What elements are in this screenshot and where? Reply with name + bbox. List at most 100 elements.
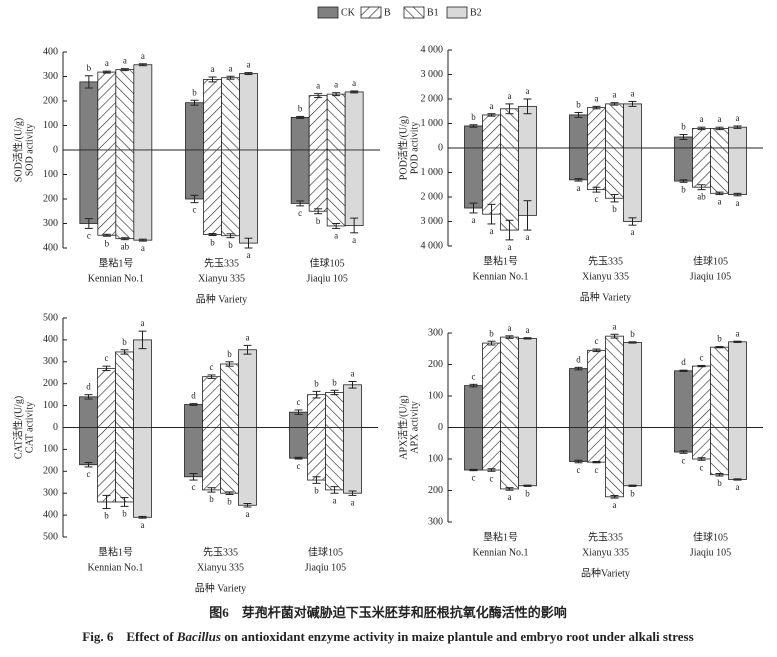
legend-swatch bbox=[403, 6, 425, 19]
error-bar bbox=[487, 113, 496, 117]
bar bbox=[587, 147, 606, 191]
significance-letter: c bbox=[297, 397, 301, 407]
error-bar bbox=[628, 341, 637, 344]
y-axis-label: POD activity bbox=[409, 122, 420, 175]
significance-letter: a bbox=[508, 242, 512, 252]
bar bbox=[238, 427, 257, 506]
significance-letter: a bbox=[736, 482, 740, 492]
error-bar bbox=[189, 472, 198, 481]
error-bar bbox=[487, 203, 496, 225]
bar bbox=[692, 127, 711, 149]
error-bar bbox=[574, 459, 583, 464]
x-tick-label: Xianyu 335 bbox=[582, 547, 629, 558]
bar bbox=[692, 427, 711, 460]
bar bbox=[587, 349, 606, 428]
error-bar bbox=[348, 490, 357, 496]
error-bar bbox=[715, 126, 724, 131]
x-tick-label: 垦粘1号 bbox=[98, 545, 133, 558]
error-bar bbox=[296, 115, 305, 119]
bar bbox=[115, 427, 134, 503]
x-axis-label: 品种 Variety bbox=[195, 581, 246, 594]
bar bbox=[220, 427, 239, 494]
error-bar bbox=[190, 99, 199, 106]
bar bbox=[464, 385, 483, 428]
significance-letter: b bbox=[681, 122, 686, 132]
bar bbox=[464, 427, 483, 471]
error-bar bbox=[469, 202, 478, 214]
error-bar bbox=[610, 333, 619, 339]
error-bar bbox=[523, 484, 532, 487]
bar bbox=[97, 71, 117, 151]
x-axis-label: 品种 Variety bbox=[580, 290, 631, 303]
bar bbox=[115, 69, 135, 151]
significance-letter: a bbox=[508, 323, 512, 333]
significance-letter: ab bbox=[121, 242, 130, 252]
bar bbox=[344, 149, 364, 226]
bar bbox=[307, 394, 326, 428]
error-bar bbox=[574, 178, 583, 182]
y-tick-label: 0 bbox=[53, 144, 58, 155]
significance-letter: a bbox=[595, 93, 599, 103]
legend-label: B2 bbox=[470, 7, 482, 18]
bar bbox=[290, 149, 310, 204]
y-tick-label: 2 000 bbox=[421, 93, 444, 104]
y-tick-label: 300 bbox=[43, 218, 58, 229]
error-bar bbox=[138, 63, 147, 67]
significance-letter: d bbox=[576, 354, 581, 364]
significance-letter: c bbox=[595, 465, 599, 475]
bar bbox=[221, 77, 240, 151]
significance-letter: a bbox=[141, 243, 145, 253]
error-bar bbox=[102, 494, 111, 510]
error-bar bbox=[628, 100, 637, 107]
significance-letter: c bbox=[210, 362, 214, 372]
x-axis-label: 品种Variety bbox=[581, 566, 630, 579]
y-tick-label: 300 bbox=[43, 487, 58, 498]
significance-letter: a bbox=[123, 56, 127, 66]
bar bbox=[97, 149, 117, 236]
error-bar bbox=[330, 389, 339, 396]
significance-letter: b bbox=[227, 497, 232, 507]
error-bar bbox=[138, 330, 147, 350]
x-tick-label: Kennian No.1 bbox=[472, 547, 528, 558]
error-bar bbox=[84, 394, 93, 400]
significance-letter: a bbox=[526, 86, 530, 96]
bar bbox=[290, 117, 310, 151]
bar bbox=[133, 149, 153, 241]
significance-letter: c bbox=[700, 353, 704, 363]
bar bbox=[464, 147, 483, 209]
error-bar bbox=[102, 233, 111, 237]
error-bar bbox=[679, 369, 688, 372]
y-tick-label: 2 000 bbox=[421, 191, 444, 202]
error-bar bbox=[226, 75, 235, 80]
error-bar bbox=[208, 76, 217, 83]
y-tick-label: 400 bbox=[43, 509, 58, 520]
error-bar bbox=[208, 233, 217, 237]
significance-letter: b bbox=[314, 378, 319, 388]
bar bbox=[97, 427, 116, 503]
bar bbox=[710, 346, 729, 428]
bar bbox=[710, 427, 729, 476]
bar bbox=[500, 427, 519, 490]
bar bbox=[728, 126, 747, 149]
x-tick-label: 佳球105 bbox=[693, 530, 728, 543]
bar bbox=[326, 93, 346, 151]
significance-letter: d bbox=[86, 382, 91, 392]
bar bbox=[185, 102, 204, 151]
error-bar bbox=[120, 497, 129, 507]
error-bar bbox=[102, 70, 111, 74]
significance-letter: a bbox=[352, 78, 356, 88]
bar bbox=[238, 349, 257, 428]
x-tick-label: Kennian No.1 bbox=[87, 562, 143, 573]
y-axis-label: SOD activity bbox=[24, 124, 35, 177]
bar bbox=[674, 370, 693, 428]
bar bbox=[728, 147, 747, 195]
y-axis-label: APX活性/(U/g) bbox=[396, 395, 409, 459]
error-bar bbox=[715, 346, 724, 349]
error-bar bbox=[243, 502, 252, 508]
bar bbox=[518, 337, 537, 428]
significance-letter: b bbox=[87, 63, 92, 73]
y-tick-label: 0 bbox=[438, 142, 443, 153]
error-bar bbox=[697, 457, 706, 461]
y-axis-label: SOD活性/(U/g) bbox=[11, 118, 24, 182]
significance-letter: c bbox=[192, 482, 196, 492]
